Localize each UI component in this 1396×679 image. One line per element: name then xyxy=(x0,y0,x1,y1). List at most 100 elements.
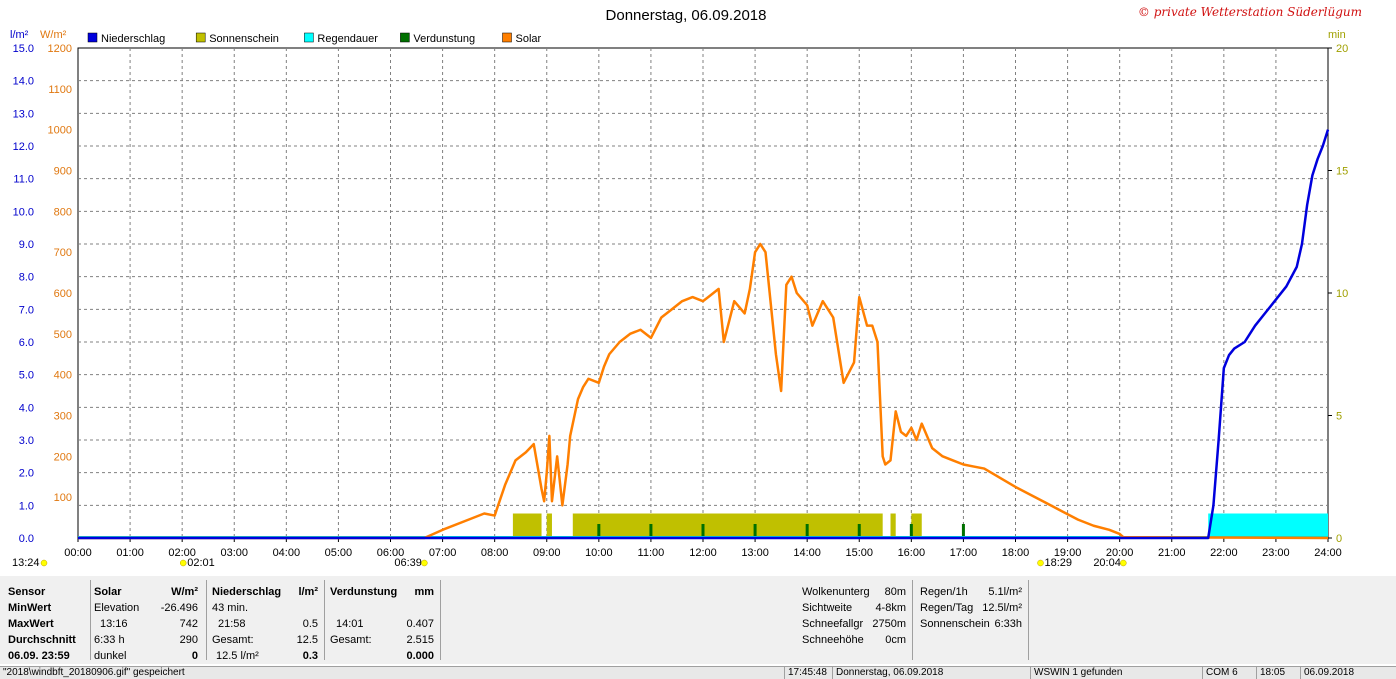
max-label: MaxWert xyxy=(8,618,54,630)
sunshine-bar xyxy=(512,513,542,538)
status-file: "2018\windbft_20180906.gif" gespeichert xyxy=(3,667,185,678)
right-tick-label: 15 xyxy=(1336,166,1348,178)
left-outer-tick-label: 12.0 xyxy=(13,141,34,153)
visibility-value: 4-8km xyxy=(875,602,906,614)
right-tick-label: 20 xyxy=(1336,43,1348,55)
x-tick-label: 08:00 xyxy=(481,547,509,559)
panel-rain-column: Niederschlag l/m² 43 min. 21:58 0.5 Gesamt… xyxy=(206,580,325,662)
solar-avg-value: 290 xyxy=(179,634,198,646)
left-outer-tick-label: 3.0 xyxy=(19,435,34,447)
left-outer-tick-label: 4.0 xyxy=(19,402,34,414)
panel-cloud-column: Wolkenunterg 80m Sichtweite 4-8km Schneefa… xyxy=(800,580,913,660)
status-bar: "2018\windbft_20180906.gif" gespeichert … xyxy=(0,666,1396,679)
x-tick-label: 18:00 xyxy=(1002,547,1030,559)
cloud-base-label: Wolkenunterg xyxy=(802,586,870,598)
status-clock: 18:05 xyxy=(1256,667,1300,679)
legend-swatch xyxy=(87,32,98,43)
axis-ticks: 00:00 01:00 02:00 03:00 04:00 05:00 06:00 07:00… xyxy=(13,43,1349,559)
solar-unit: W/m² xyxy=(171,586,198,598)
time-markers: 13:24 02:01 06:39 18:29 20:04 xyxy=(12,557,1127,569)
status-time: 17:45:48 xyxy=(784,667,832,679)
evaporation-mark xyxy=(961,524,965,538)
evaporation-mark xyxy=(753,524,757,538)
left-outer-tick-label: 15.0 xyxy=(13,43,34,55)
left-inner-tick-label: 300 xyxy=(54,411,72,423)
x-tick-label: 14:00 xyxy=(793,547,821,559)
rain-hour-value: 5.1l/m² xyxy=(988,586,1022,598)
rain-duration-bar xyxy=(1208,513,1328,538)
x-tick-label: 06:00 xyxy=(377,547,405,559)
precipitation-line xyxy=(78,129,1330,540)
evap-unit: mm xyxy=(414,586,434,598)
evap-current-value: 0.000 xyxy=(406,650,434,662)
evaporation-mark xyxy=(857,524,861,538)
solar-min-value: -26.496 xyxy=(160,602,198,614)
min-label: MinWert xyxy=(8,602,52,614)
x-tick-label: 03:00 xyxy=(220,547,248,559)
legend-label: Sonnenschein xyxy=(209,33,279,45)
rain-min-value: 43 min. xyxy=(212,602,249,614)
sun-marker-dot xyxy=(179,559,187,567)
evaporation-mark xyxy=(909,524,913,538)
x-tick-label: 00:00 xyxy=(64,547,92,559)
panel-solar-column: Solar W/m² Elevation -26.496 13:16 742 6:33… xyxy=(90,580,207,662)
left-outer-tick-label: 2.0 xyxy=(19,468,34,480)
legend-swatch xyxy=(502,32,512,43)
x-tick-label: 24:00 xyxy=(1314,547,1342,559)
left-outer-tick-label: 9.0 xyxy=(19,239,34,251)
panel-rainsum-column: Regen/1h 5.1l/m² Regen/Tag 12.5l/m² Sonnen… xyxy=(918,580,1029,660)
left-inner-tick-label: 1000 xyxy=(48,125,72,137)
left-inner-tick-label: 200 xyxy=(54,451,72,463)
left-inner-tick-label: 400 xyxy=(54,370,72,382)
solar-header: Solar xyxy=(94,586,122,598)
right-unit: min xyxy=(1328,29,1346,41)
left-outer-tick-label: 5.0 xyxy=(19,370,34,382)
left-inner-tick-label: 600 xyxy=(54,288,72,300)
x-tick-label: 22:00 xyxy=(1210,547,1238,559)
status-date: Donnerstag, 06.09.2018 xyxy=(832,667,1026,679)
x-tick-label: 19:00 xyxy=(1054,547,1082,559)
left-outer-unit: l/m² xyxy=(10,29,29,41)
sunshine-label: Sonnenschein xyxy=(920,618,990,630)
rain-current-value: 0.3 xyxy=(302,650,318,662)
legend-label: Verdunstung xyxy=(413,33,475,45)
snowdepth-value: 0cm xyxy=(885,634,906,646)
evaporation-mark xyxy=(649,524,653,538)
left-outer-tick-label: 7.0 xyxy=(19,304,34,316)
right-tick-label: 0 xyxy=(1336,533,1342,545)
series-lines xyxy=(78,129,1330,540)
rain-day-value: 12.5 l/m² xyxy=(216,650,259,662)
left-outer-tick-label: 8.0 xyxy=(19,272,34,284)
rain-unit: l/m² xyxy=(298,586,318,598)
solar-current-value: 0 xyxy=(191,650,198,662)
solar-max-time: 13:16 xyxy=(100,618,128,630)
x-tick-label: 17:00 xyxy=(950,547,978,559)
x-tick-label: 05:00 xyxy=(325,547,353,559)
evap-total-label: Gesamt: xyxy=(330,634,372,646)
date-label: 06.09. 23:59 xyxy=(8,650,70,662)
sensor-header: Sensor xyxy=(8,586,46,598)
chart-legend: Niederschlag Sonnenschein Regendauer Verdun… xyxy=(87,32,542,45)
left-outer-tick-label: 10.0 xyxy=(13,206,34,218)
rain-total-label: Gesamt: xyxy=(212,634,254,646)
status-found: WSWIN 1 gefunden xyxy=(1030,667,1202,679)
evap-max-time: 14:01 xyxy=(336,618,364,630)
rain-total-value: 12.5 xyxy=(296,634,318,646)
status-day: 06.09.2018 xyxy=(1300,667,1396,679)
left-inner-tick-label: 500 xyxy=(54,329,72,341)
legend-label: Solar xyxy=(516,33,542,45)
left-inner-tick-label: 800 xyxy=(54,206,72,218)
solar-current-label: dunkel xyxy=(94,650,127,662)
sunshine-bar xyxy=(911,513,922,538)
x-tick-label: 15:00 xyxy=(845,547,873,559)
panel-evap-column: Verdunstung mm 14:01 0.407 Gesamt: 2.515 0.… xyxy=(324,580,441,662)
left-outer-tick-label: 13.0 xyxy=(13,108,34,120)
left-outer-tick-label: 11.0 xyxy=(13,174,34,186)
sun-marker-dot xyxy=(421,559,428,567)
left-inner-tick-label: 1100 xyxy=(48,84,72,96)
legend-swatch xyxy=(400,32,410,43)
weather-chart: Donnerstag, 06.09.2018 © private Wetters… xyxy=(10,5,1362,569)
legend-label: Regendauer xyxy=(317,33,378,45)
evap-header: Verdunstung xyxy=(330,586,398,598)
chart-grid xyxy=(77,47,1329,539)
